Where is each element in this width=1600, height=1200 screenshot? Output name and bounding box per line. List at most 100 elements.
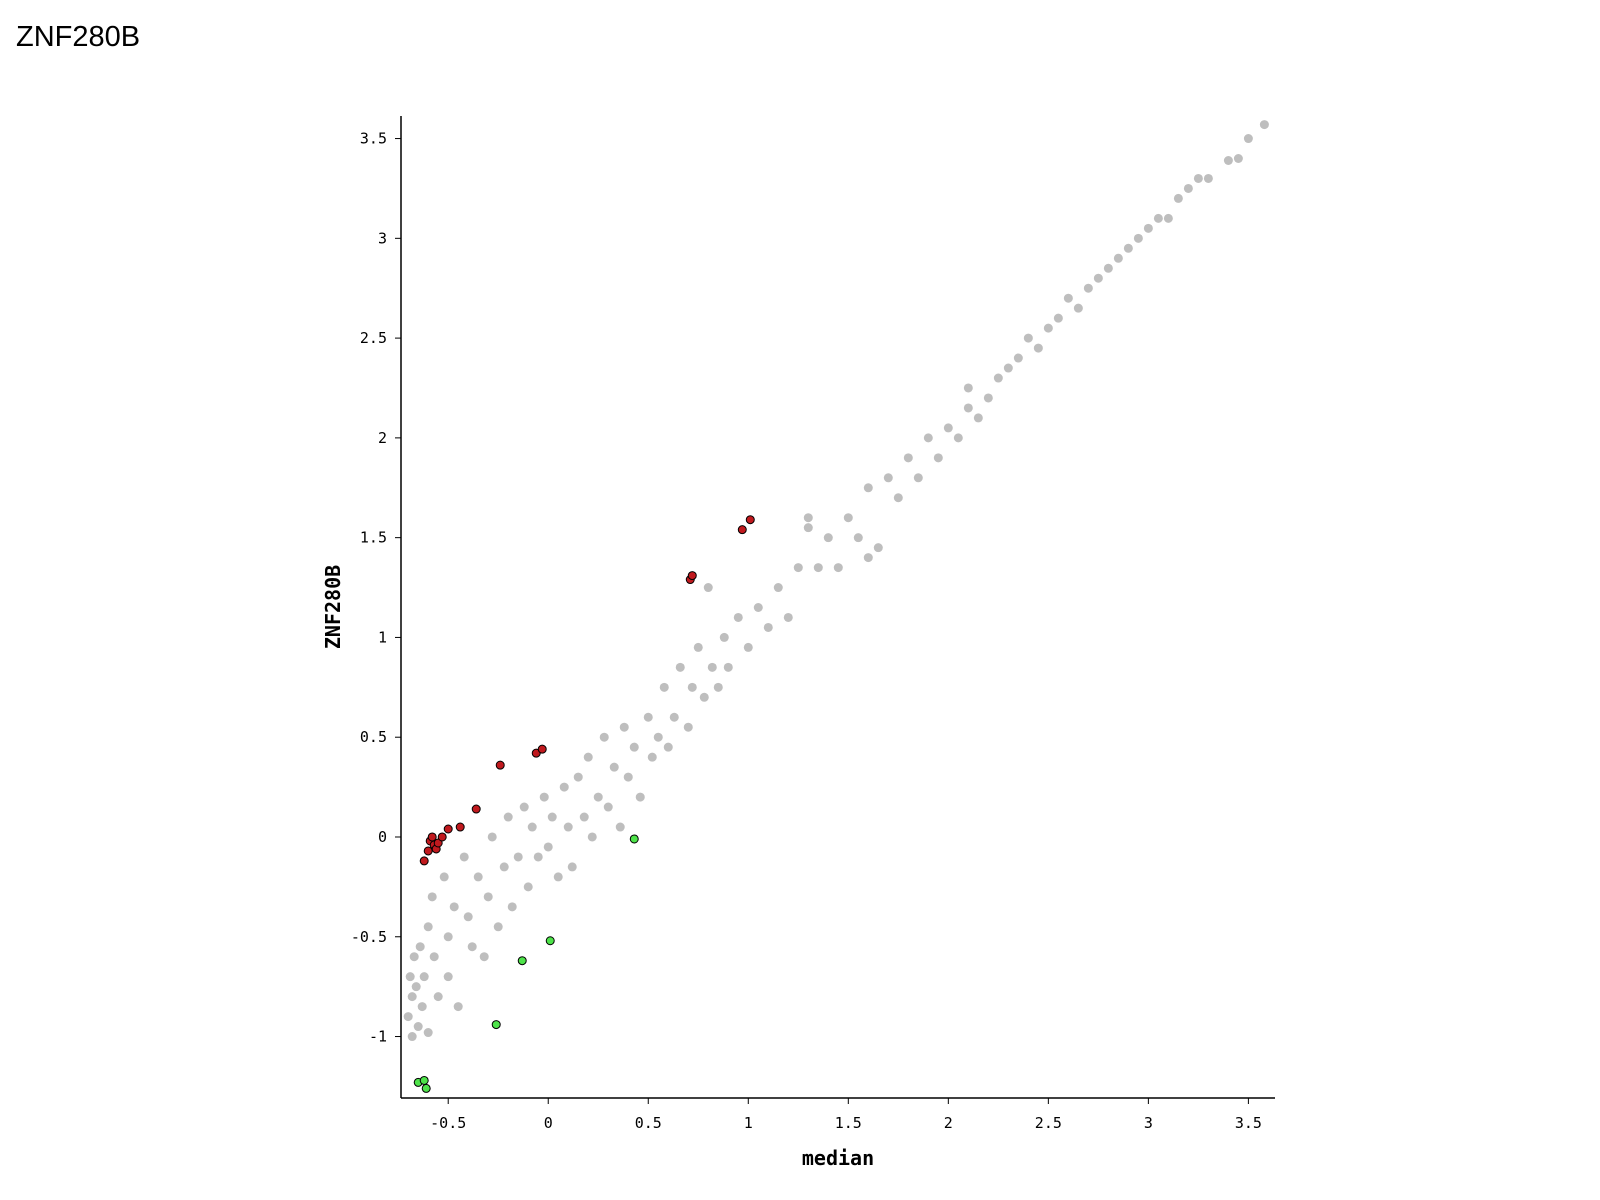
point xyxy=(669,712,679,722)
y-tick-label: 3 xyxy=(378,229,387,247)
point xyxy=(539,792,549,802)
point xyxy=(437,832,447,842)
y-tick-label: 0.5 xyxy=(360,728,387,746)
point xyxy=(863,553,873,563)
point xyxy=(913,473,923,483)
point xyxy=(629,834,639,844)
point xyxy=(421,1083,431,1093)
point xyxy=(1163,213,1173,223)
point xyxy=(423,922,433,932)
point xyxy=(1183,183,1193,193)
point xyxy=(419,972,429,982)
point xyxy=(455,822,465,832)
point xyxy=(707,662,717,672)
point xyxy=(615,822,625,832)
point xyxy=(405,972,415,982)
point xyxy=(1003,363,1013,373)
point xyxy=(783,612,793,622)
x-tick-label: 2 xyxy=(944,1114,953,1132)
point xyxy=(453,1002,463,1012)
point xyxy=(703,583,713,593)
point xyxy=(1053,313,1063,323)
point xyxy=(1073,303,1083,313)
point xyxy=(449,902,459,912)
point xyxy=(963,403,973,413)
point xyxy=(483,892,493,902)
point xyxy=(503,812,513,822)
point xyxy=(983,393,993,403)
point xyxy=(487,832,497,842)
point xyxy=(693,642,703,652)
point xyxy=(443,932,453,942)
point xyxy=(415,942,425,952)
page-title: ZNF280B xyxy=(16,21,140,53)
point xyxy=(773,583,783,593)
point xyxy=(683,722,693,732)
point xyxy=(1233,154,1243,164)
point xyxy=(499,862,509,872)
point xyxy=(933,453,943,463)
point xyxy=(833,563,843,573)
point xyxy=(423,846,433,856)
point xyxy=(1023,333,1033,343)
point xyxy=(513,852,523,862)
point xyxy=(433,992,443,1002)
point xyxy=(723,662,733,672)
point xyxy=(623,772,633,782)
y-tick-label: 1.5 xyxy=(360,529,387,547)
point xyxy=(419,1075,429,1085)
point xyxy=(427,892,437,902)
point xyxy=(523,882,533,892)
point xyxy=(1033,343,1043,353)
point xyxy=(1103,263,1113,273)
point xyxy=(1093,273,1103,283)
x-tick-label: -0.5 xyxy=(430,1114,466,1132)
point xyxy=(593,792,603,802)
point xyxy=(699,692,709,702)
point xyxy=(567,862,577,872)
point xyxy=(603,802,613,812)
y-axis-label: ZNF280B xyxy=(321,565,345,649)
point xyxy=(893,493,903,503)
point xyxy=(993,373,1003,383)
point xyxy=(599,732,609,742)
point xyxy=(507,902,517,912)
point xyxy=(493,922,503,932)
point xyxy=(545,936,555,946)
point xyxy=(429,952,439,962)
point xyxy=(1123,243,1133,253)
point xyxy=(573,772,583,782)
point xyxy=(409,952,419,962)
y-tick-label: 0 xyxy=(378,828,387,846)
point xyxy=(1153,213,1163,223)
point xyxy=(563,822,573,832)
point xyxy=(853,533,863,543)
point xyxy=(411,982,421,992)
x-tick-label: 0 xyxy=(544,1114,553,1132)
point xyxy=(583,752,593,762)
point xyxy=(737,525,747,535)
point xyxy=(719,632,729,642)
point xyxy=(1063,293,1073,303)
point xyxy=(973,413,983,423)
y-tick-label: 2.5 xyxy=(360,329,387,347)
point xyxy=(745,515,755,525)
point xyxy=(553,872,563,882)
point xyxy=(1013,353,1023,363)
point xyxy=(537,744,547,754)
point xyxy=(813,563,823,573)
point xyxy=(471,804,481,814)
point xyxy=(647,752,657,762)
point xyxy=(407,992,417,1002)
point xyxy=(1113,253,1123,263)
point xyxy=(923,433,933,443)
point xyxy=(443,972,453,982)
point xyxy=(653,732,663,742)
point xyxy=(753,602,763,612)
point xyxy=(659,682,669,692)
point xyxy=(417,1002,427,1012)
point xyxy=(803,513,813,523)
point xyxy=(407,1032,417,1042)
